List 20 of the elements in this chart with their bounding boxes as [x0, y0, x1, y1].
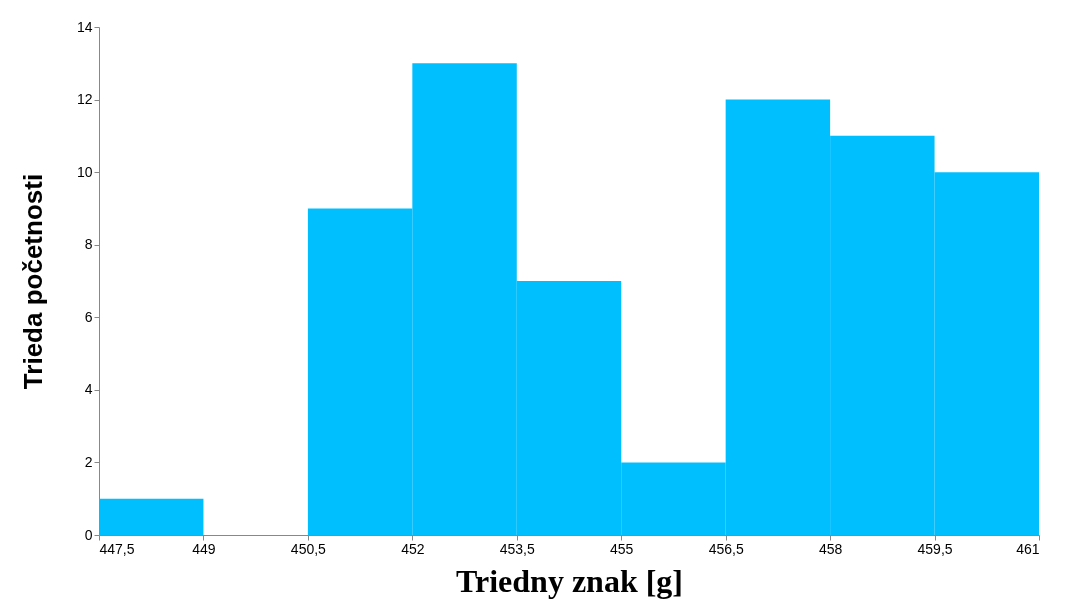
y-tick-label: 6 — [84, 308, 93, 325]
x-tick-label: 456,5 — [708, 540, 744, 557]
x-tick-label: 447,5 — [99, 540, 135, 557]
x-tick-label: 449 — [192, 540, 216, 557]
y-tick-label: 10 — [76, 163, 93, 180]
x-axis-title: Triedny znak [g] — [456, 562, 683, 599]
y-tick-label: 2 — [84, 453, 93, 470]
y-tick-label: 0 — [84, 526, 93, 543]
x-tick-label: 455 — [610, 540, 634, 557]
x-tick-label: 453,5 — [499, 540, 535, 557]
x-tick-label: 450,5 — [290, 540, 327, 557]
x-tick-label: 452 — [401, 540, 425, 557]
y-tick-label: 8 — [84, 236, 93, 253]
y-tick-label: 14 — [76, 18, 93, 35]
x-tick-label: 459,5 — [917, 540, 953, 557]
y-tick-label: 12 — [76, 91, 93, 108]
x-tick-label: 458 — [818, 540, 843, 557]
y-tick-label: 4 — [84, 381, 93, 398]
x-tick-label: 461 — [1016, 540, 1040, 557]
y-axis-title: Trieda početnosti — [17, 173, 48, 390]
